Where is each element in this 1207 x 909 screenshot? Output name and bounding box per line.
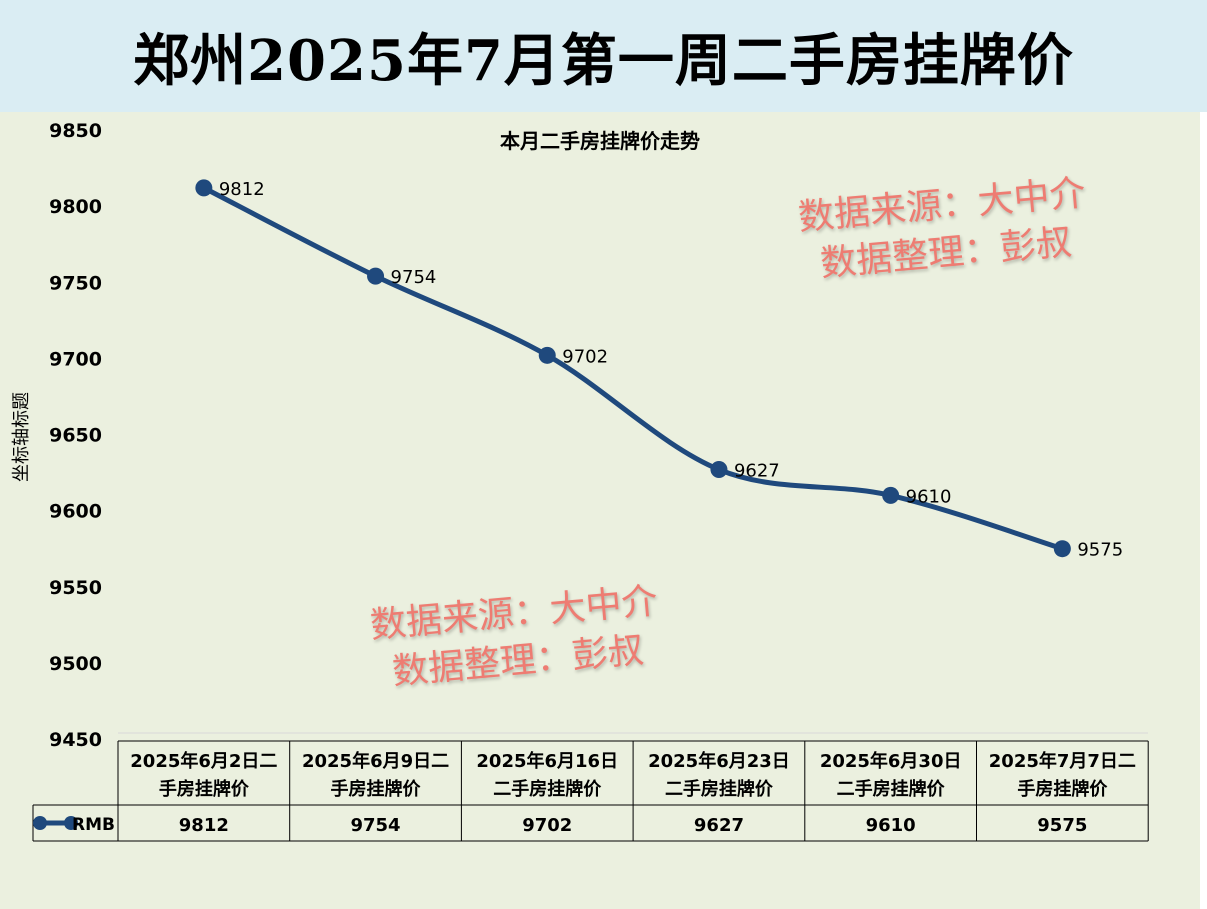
data-label: 9754 bbox=[391, 267, 437, 288]
data-label: 9702 bbox=[562, 346, 608, 367]
category-label: 2025年7月7日二 bbox=[989, 750, 1136, 772]
y-tick-label: 9500 bbox=[49, 653, 102, 675]
y-tick-label: 9800 bbox=[49, 196, 102, 218]
banner: 郑州2025年7月第一周二手房挂牌价 bbox=[0, 0, 1207, 112]
table-value: 9627 bbox=[694, 815, 744, 836]
category-label: 2025年6月16日 bbox=[476, 750, 618, 772]
category-label: 2025年6月9日二 bbox=[302, 750, 449, 772]
y-tick-label: 9600 bbox=[49, 501, 102, 523]
y-tick-label: 9750 bbox=[49, 272, 102, 294]
y-tick-label: 9700 bbox=[49, 348, 102, 370]
data-label: 9812 bbox=[219, 179, 265, 200]
category-label: 手房挂牌价 bbox=[1017, 778, 1108, 800]
category-label: 2025年6月2日二 bbox=[130, 750, 277, 772]
table-value: 9575 bbox=[1037, 815, 1087, 836]
data-point bbox=[1053, 540, 1071, 558]
data-point bbox=[710, 461, 728, 479]
category-label: 手房挂牌价 bbox=[159, 778, 250, 800]
table-value: 9610 bbox=[866, 815, 916, 836]
table-value: 9812 bbox=[179, 815, 229, 836]
chart-area: 本月二手房挂牌价走势坐标轴标题 9850 9800 9750 9700 9650 9600 9… bbox=[0, 112, 1200, 909]
y-tick-label: 9450 bbox=[49, 729, 102, 751]
series-line bbox=[202, 185, 1064, 552]
table-value: 9754 bbox=[350, 815, 400, 836]
y-tick-label: 9650 bbox=[49, 425, 102, 447]
category-label: 手房挂牌价 bbox=[331, 778, 422, 800]
banner-title: 郑州2025年7月第一周二手房挂牌价 bbox=[133, 27, 1074, 94]
y-tick-label: 9550 bbox=[49, 577, 102, 599]
data-label: 9627 bbox=[734, 461, 780, 482]
data-label: 9610 bbox=[906, 486, 952, 507]
category-label: 2025年6月23日 bbox=[648, 750, 790, 772]
data-point bbox=[195, 179, 213, 197]
data-point bbox=[538, 346, 556, 364]
legend-marker bbox=[33, 816, 47, 830]
data-label: 9575 bbox=[1077, 540, 1123, 561]
data-point bbox=[882, 486, 900, 504]
category-label: 二手房挂牌价 bbox=[665, 778, 774, 800]
chart-title: 本月二手房挂牌价走势 bbox=[500, 129, 700, 153]
table-value: 9702 bbox=[522, 815, 572, 836]
legend-label: RMB bbox=[72, 815, 115, 835]
legend-marker bbox=[64, 816, 78, 830]
y-axis-title: 坐标轴标题 bbox=[11, 392, 32, 482]
category-label: 2025年6月30日 bbox=[820, 750, 962, 772]
y-tick-label: 9850 bbox=[49, 120, 102, 142]
category-label: 二手房挂牌价 bbox=[837, 778, 946, 800]
data-point bbox=[367, 267, 385, 285]
category-label: 二手房挂牌价 bbox=[493, 778, 602, 800]
